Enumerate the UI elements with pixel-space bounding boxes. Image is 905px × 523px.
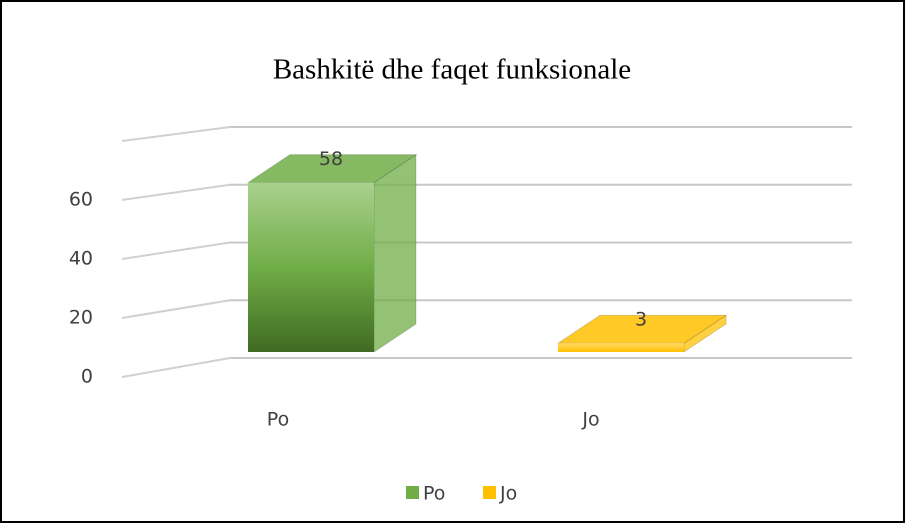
x-tick-label: Jo xyxy=(581,409,599,431)
legend-label: Po xyxy=(423,483,445,505)
legend-swatch xyxy=(406,486,419,499)
y-tick-label: 20 xyxy=(69,307,93,329)
bar xyxy=(558,343,684,352)
grid-line xyxy=(121,241,231,260)
grid-line xyxy=(121,357,231,378)
legend-swatch xyxy=(483,486,496,499)
bar xyxy=(248,182,374,352)
grid-line xyxy=(121,183,231,201)
chart-title: Bashkitë dhe faqet funksionale xyxy=(273,54,631,86)
bar-side xyxy=(373,153,417,353)
legend-label: Jo xyxy=(499,483,517,505)
y-tick-label: 60 xyxy=(69,189,93,211)
data-label: 58 xyxy=(319,148,343,170)
grid-line xyxy=(121,299,231,319)
grid-line xyxy=(121,126,231,142)
data-label: 3 xyxy=(635,309,647,331)
y-tick-label: 40 xyxy=(69,248,93,270)
y-tick-label: 0 xyxy=(81,366,93,388)
x-tick-label: Po xyxy=(267,409,289,431)
